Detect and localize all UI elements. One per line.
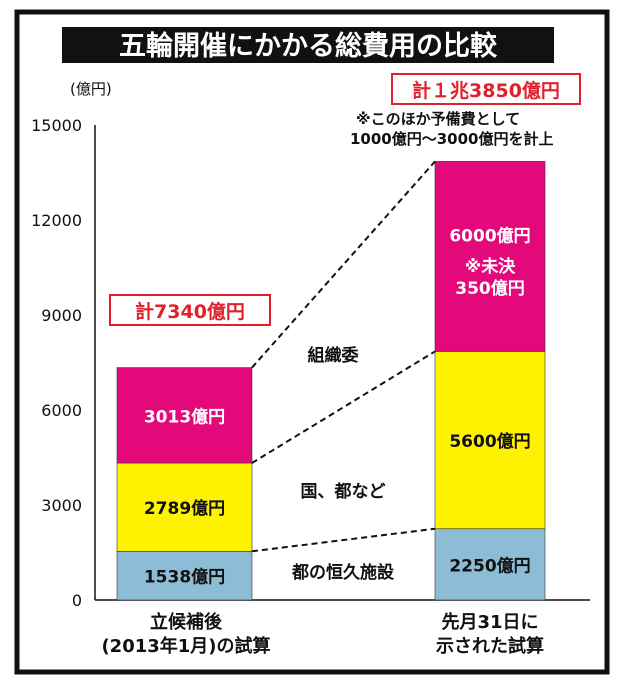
bar-segment <box>434 351 546 530</box>
reserve-annotation: ※このほか予備費として <box>356 110 520 128</box>
y-tick-label: 12000 <box>31 211 82 230</box>
y-tick-label: 9000 <box>41 306 82 325</box>
bar-value-label: 6000億円 <box>449 225 530 246</box>
connector-line <box>251 527 436 553</box>
connector-line <box>251 160 436 369</box>
y-tick-label: 0 <box>72 591 82 610</box>
bar-value-label: 5600億円 <box>449 431 530 452</box>
bar-segment <box>116 367 253 464</box>
chart-title: 五輪開催にかかる総費用の比較 <box>119 30 498 62</box>
undecided-annotation: ※未決 <box>465 256 517 277</box>
series-label: 国、都など <box>301 481 386 502</box>
title-band <box>62 27 554 63</box>
total-label: 計１兆3850億円 <box>412 79 560 102</box>
y-axis-label: (億円) <box>70 80 112 98</box>
x-tick-label: 立候補後 <box>150 611 223 633</box>
x-tick-label: (2013年1月)の試算 <box>101 635 270 657</box>
bar-segment <box>434 161 546 352</box>
bar-value-label: 2789億円 <box>144 498 225 519</box>
series-label: 都の恒久施設 <box>291 562 395 583</box>
reserve-annotation: 1000億円〜3000億円を計上 <box>350 130 554 148</box>
series-label: 組織委 <box>308 345 359 366</box>
bar-segment <box>116 550 253 601</box>
connector-line <box>251 350 436 464</box>
x-tick-label: 先月31日に <box>441 611 538 633</box>
undecided-annotation: 350億円 <box>455 278 525 299</box>
y-tick-label: 6000 <box>41 401 82 420</box>
total-label: 計7340億円 <box>135 300 245 323</box>
bar-value-label: 3013億円 <box>144 406 225 427</box>
y-tick-label: 3000 <box>41 496 82 515</box>
bar-segment <box>116 462 253 552</box>
total-box <box>391 73 581 105</box>
total-box <box>109 294 271 326</box>
bar-value-label: 2250億円 <box>449 555 530 576</box>
x-tick-label: 示された試算 <box>436 635 544 657</box>
y-tick-label: 15000 <box>31 116 82 135</box>
bar-value-label: 1538億円 <box>144 567 225 588</box>
